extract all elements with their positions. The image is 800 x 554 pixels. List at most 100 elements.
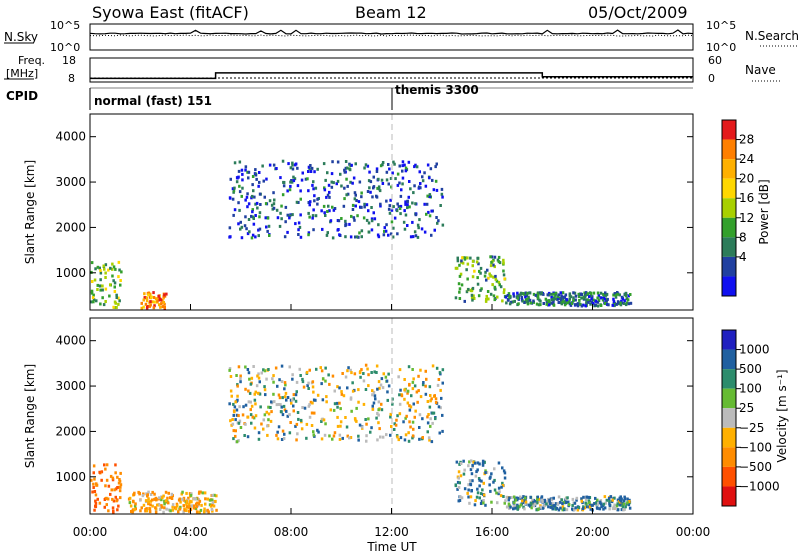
- power-cell: [495, 279, 499, 283]
- power-cell: [506, 294, 510, 297]
- power-cell: [388, 204, 391, 208]
- power-cell: [255, 177, 258, 181]
- power-cell: [600, 296, 603, 300]
- power-cell: [316, 202, 319, 206]
- power-cell: [237, 175, 240, 179]
- velocity-cell: [548, 498, 551, 502]
- nsky-tick-top: 10^5: [50, 19, 80, 32]
- velocity-cell: [283, 432, 286, 436]
- nsky-tick-bottom: 10^0: [50, 41, 80, 54]
- velocity-cell: [505, 505, 509, 509]
- velocity-cell: [231, 422, 235, 426]
- velocity-cell: [493, 467, 496, 471]
- power-cell: [499, 285, 503, 289]
- velocity-cell: [249, 382, 253, 386]
- power-cell: [343, 186, 346, 190]
- power-cell: [101, 296, 104, 300]
- power-cell: [467, 287, 470, 291]
- velocity-cell: [616, 502, 619, 506]
- velocity-cell: [294, 399, 298, 403]
- velocity-cell: [238, 405, 241, 409]
- velocity-cell: [181, 497, 184, 501]
- power-cell: [103, 267, 106, 271]
- velocity-cell: [104, 467, 107, 471]
- power-cell: [472, 294, 475, 298]
- velocity-cell: [248, 377, 251, 381]
- velocity-cell: [325, 400, 328, 404]
- velocity-cell: [325, 395, 328, 399]
- y-tick-label: 2000: [55, 220, 86, 234]
- velocity-cell: [411, 434, 415, 438]
- power-cell: [554, 291, 558, 295]
- power-cell: [90, 291, 94, 295]
- power-cell: [325, 233, 329, 237]
- power-cell: [363, 202, 366, 206]
- velocity-cell: [541, 500, 544, 503]
- velocity-cell: [412, 402, 415, 406]
- velocity-cell: [182, 504, 185, 508]
- power-cell: [389, 198, 392, 202]
- power-cell: [377, 187, 381, 191]
- velocity-cell: [588, 503, 591, 507]
- velocity-cell: [339, 424, 342, 428]
- power-cell: [604, 291, 607, 295]
- velocity-cell: [313, 411, 316, 415]
- x-tick-label: 00:00: [676, 525, 711, 539]
- velocity-cell: [161, 496, 164, 500]
- velocity-cell: [370, 426, 373, 430]
- velocity-cell: [493, 478, 496, 482]
- power-cell: [311, 183, 314, 187]
- velocity-cell: [377, 413, 380, 417]
- power-cell: [524, 295, 527, 299]
- power-cell: [376, 186, 379, 190]
- velocity-cell: [133, 504, 137, 508]
- power-cell: [392, 160, 395, 164]
- velocity-cell: [371, 393, 374, 397]
- velocity-cell: [149, 503, 152, 507]
- colorbar-swatch: [722, 198, 736, 218]
- power-cell: [244, 215, 247, 219]
- velocity-cell: [549, 505, 553, 509]
- power-cell: [307, 189, 310, 193]
- power-cell: [235, 176, 239, 180]
- power-cell: [163, 302, 166, 306]
- velocity-cell: [257, 437, 261, 441]
- velocity-cell: [196, 504, 200, 508]
- power-cell: [399, 204, 403, 208]
- power-cell: [145, 299, 149, 303]
- velocity-cell: [607, 497, 611, 500]
- power-cell: [98, 266, 101, 270]
- velocity-cell: [311, 401, 314, 405]
- velocity-cell: [119, 496, 122, 500]
- velocity-cell: [158, 496, 161, 500]
- velocity-cell: [273, 400, 276, 404]
- colorbar-tick-label: 24: [739, 152, 754, 166]
- velocity-cell: [305, 436, 308, 440]
- power-cell: [466, 277, 469, 281]
- velocity-cell: [380, 408, 384, 412]
- velocity-cell: [235, 413, 239, 417]
- power-cell: [414, 234, 418, 238]
- power-cell: [258, 215, 261, 219]
- velocity-cell: [291, 377, 294, 381]
- velocity-cell: [541, 506, 544, 510]
- power-cell: [528, 291, 532, 295]
- velocity-cell: [479, 502, 483, 505]
- power-cell: [542, 292, 545, 296]
- power-cell: [524, 291, 528, 295]
- power-cell: [404, 166, 408, 170]
- velocity-cell: [321, 377, 325, 381]
- colorbar-tick-label: 500: [739, 362, 762, 376]
- power-cell: [91, 280, 94, 283]
- velocity-cell: [364, 418, 367, 421]
- velocity-cell: [540, 496, 543, 500]
- velocity-cell: [377, 408, 380, 412]
- power-cell: [307, 165, 311, 169]
- velocity-cell: [239, 380, 242, 384]
- freq-label-1: Freq.: [18, 54, 45, 67]
- power-cell: [548, 300, 551, 303]
- power-cell: [414, 202, 417, 206]
- velocity-cell: [272, 374, 275, 378]
- y-tick-label: 4000: [55, 130, 86, 144]
- power-cell: [254, 168, 257, 172]
